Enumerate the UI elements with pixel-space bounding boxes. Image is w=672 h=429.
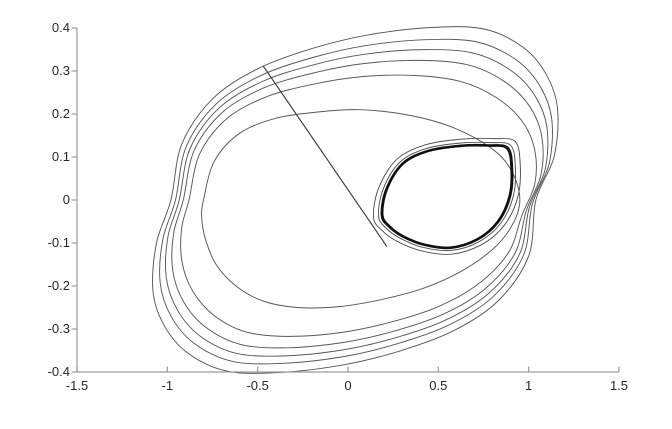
small-limit-cycle [381, 144, 513, 249]
y-tick-label: 0.1 [51, 149, 70, 164]
y-tick-label: -0.2 [47, 278, 70, 293]
y-tick-label: -0.4 [47, 364, 70, 379]
x-tick-label: -0.5 [246, 378, 269, 393]
y-tick-label: 0.4 [51, 20, 70, 35]
outer-spiral-loops [180, 74, 537, 337]
x-tick-label: -1 [161, 378, 174, 393]
y-tick-label: 0.2 [51, 106, 70, 121]
small-cycle-approach-loops [377, 141, 517, 252]
transient-line [262, 65, 388, 247]
small-limit-cycle [380, 143, 514, 250]
x-tick-label: 0.5 [429, 378, 448, 393]
small-cycle-approach-loops [372, 137, 521, 255]
y-tick-label: -0.3 [47, 321, 70, 336]
x-tick-label: 1 [525, 378, 533, 393]
y-tick-label: -0.1 [47, 235, 70, 250]
x-tick-label: 0 [344, 378, 352, 393]
x-tick-label: -1.5 [65, 378, 89, 393]
outer-spiral-loops [152, 26, 559, 374]
axes [71, 27, 620, 373]
trajectory-curves [152, 26, 559, 374]
y-tick-label: 0 [62, 192, 70, 207]
outer-spiral-loops [201, 109, 521, 309]
outer-spiral-loops [165, 49, 549, 357]
outer-spiral-loops [171, 59, 544, 349]
x-tick-label: 1.5 [609, 378, 629, 393]
outer-spiral-loops [159, 38, 553, 365]
y-tick-label: 0.3 [51, 63, 70, 78]
